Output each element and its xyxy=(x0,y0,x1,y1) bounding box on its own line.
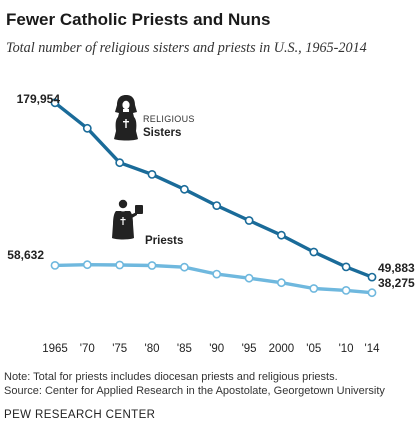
sisters-point xyxy=(179,184,189,194)
sisters-point xyxy=(276,230,286,240)
priests-point xyxy=(309,284,319,293)
footer-brand: PEW RESEARCH CENTER xyxy=(4,409,156,421)
priests-point xyxy=(147,261,157,270)
x-tick-label: '14 xyxy=(365,343,381,355)
sisters-line xyxy=(53,101,373,279)
x-tick-label: '95 xyxy=(242,343,257,355)
sisters-start-label: 179,954 xyxy=(17,92,61,106)
x-tick-label: '05 xyxy=(306,343,321,355)
priest-icon xyxy=(112,199,143,240)
nun-icon xyxy=(114,95,138,141)
sisters-point xyxy=(147,169,157,179)
x-tick-label: '90 xyxy=(209,343,224,355)
sisters-end-label: 49,883 xyxy=(378,261,415,275)
chart-source: Source: Center for Applied Research in t… xyxy=(4,385,385,397)
priests-point xyxy=(179,262,189,272)
chart-note: Note: Total for priests includes diocesa… xyxy=(4,371,338,383)
sisters-point xyxy=(82,123,92,133)
priests-series-label: Priests xyxy=(145,235,183,247)
x-tick-label: '80 xyxy=(145,343,160,355)
priests-point xyxy=(212,269,222,279)
sisters-point xyxy=(367,272,377,282)
sisters-point xyxy=(115,158,125,168)
x-tick-label: '70 xyxy=(80,343,95,355)
chart-subtitle: Total number of religious sisters and pr… xyxy=(6,40,367,56)
sisters-point xyxy=(50,98,60,108)
priests-point xyxy=(244,273,254,283)
series-points xyxy=(50,98,377,298)
sisters-point xyxy=(244,216,254,225)
sisters-series-label: Sisters xyxy=(143,127,181,139)
x-tick-label: 2000 xyxy=(269,343,295,355)
x-tick-label: '75 xyxy=(112,343,127,355)
sisters-prefix-label: RELIGIOUS xyxy=(143,114,195,124)
x-tick-label: '85 xyxy=(177,343,192,355)
priests-point xyxy=(115,260,125,270)
priests-point xyxy=(276,278,286,288)
x-tick-label: 1965 xyxy=(42,343,68,355)
sisters-point xyxy=(212,201,222,210)
priests-point xyxy=(341,285,351,295)
priests-point xyxy=(50,260,60,270)
data-labels: 179,954 49,883 58,632 38,275 xyxy=(7,92,415,290)
priests-point xyxy=(367,288,377,298)
priests-start-label: 58,632 xyxy=(7,248,44,262)
x-tick-label: '10 xyxy=(339,343,354,355)
sisters-point xyxy=(341,262,351,272)
series-lines xyxy=(53,101,373,295)
priests-point xyxy=(82,260,92,270)
x-axis-ticks: 1965 '70 '75 '80 '85 '90 '95 2000 '05 '10 '14 xyxy=(42,343,380,355)
priests-line xyxy=(54,263,373,295)
chart-title: Fewer Catholic Priests and Nuns xyxy=(6,10,271,29)
priests-end-label: 38,275 xyxy=(378,276,415,290)
sisters-point xyxy=(309,247,319,257)
